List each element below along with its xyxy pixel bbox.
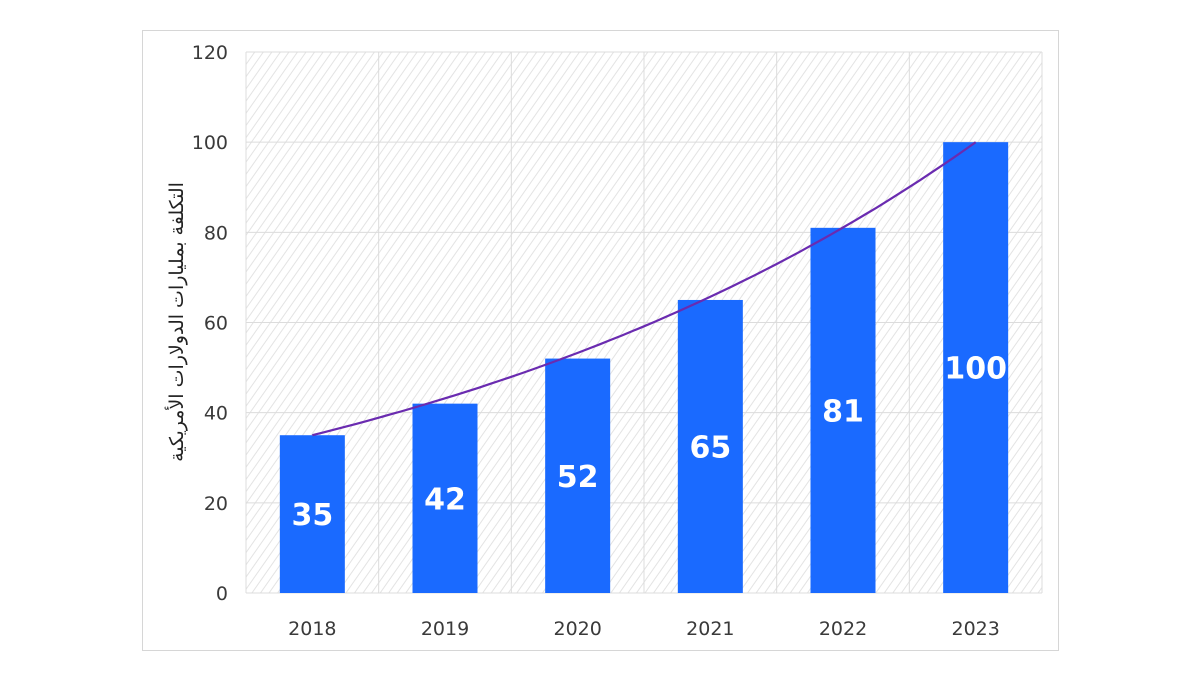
x-axis-ticks: 2018 2019 2020 2021 2022 2023 [288,618,1000,640]
y-tick-label: 0 [216,583,228,605]
bar-data-label: 35 [291,498,333,533]
x-tick-label: 2022 [819,618,867,640]
y-tick-label: 20 [204,493,228,515]
y-tick-label: 40 [204,403,228,425]
bar-data-label: 42 [424,482,466,517]
x-tick-label: 2021 [686,618,734,640]
x-tick-label: 2023 [951,618,999,640]
x-tick-label: 2019 [421,618,469,640]
y-tick-label: 80 [204,222,228,244]
y-axis-label: التكلفة بمليارات الدولارات الأمريكية [165,182,188,462]
y-tick-label: 120 [192,42,228,64]
gridlines [245,51,1043,594]
bar [279,435,345,593]
y-tick-label: 60 [204,313,228,335]
bar [545,358,611,593]
bar-data-label: 52 [557,460,599,495]
bar-data-label: 100 [944,352,1007,387]
x-tick-label: 2018 [288,618,336,640]
x-tick-label: 2020 [553,618,601,640]
y-axis-ticks: 0 20 40 60 80 100 120 [192,42,228,605]
bar-data-label: 81 [822,394,864,429]
bar-data-labels: 35 42 52 65 81 100 [291,352,1007,534]
bar [943,142,1009,593]
bar [412,403,478,593]
trendline [312,141,977,437]
bar [677,299,743,593]
y-tick-label: 100 [192,132,228,154]
bar [810,227,876,593]
bar-data-label: 65 [689,430,731,465]
bars [279,142,1009,593]
